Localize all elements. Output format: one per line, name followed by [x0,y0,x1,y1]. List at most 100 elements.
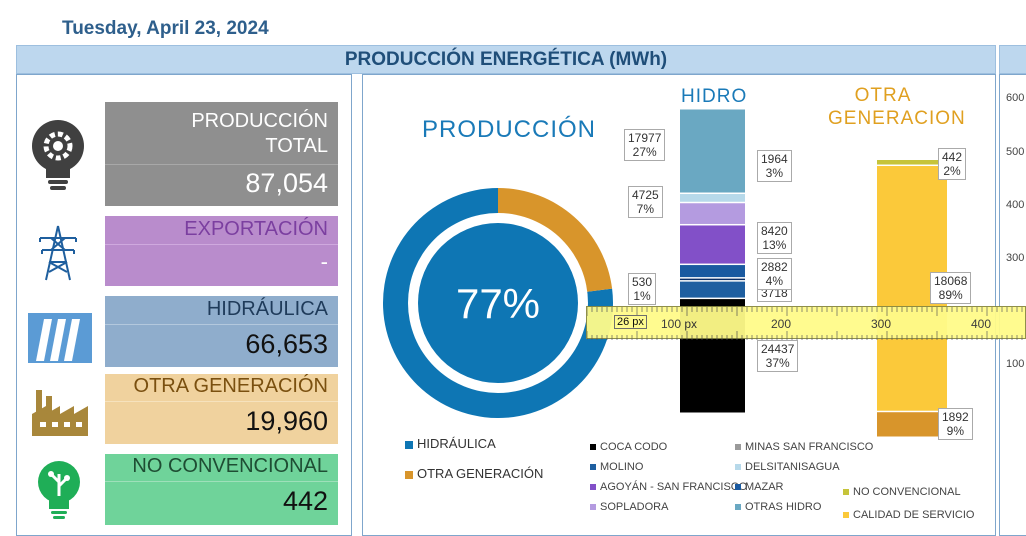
bar-data-label: 18068 89% [930,272,972,304]
bar-segment-mazar [680,265,745,278]
bar-data-pct: 2% [943,164,961,178]
legend-label: HIDRÁULICA [417,436,496,451]
banner-title: PRODUCCIÓN ENERGÉTICA (MWh) [16,45,996,74]
legend-item: AGOYÁN - SAN FRANCISCO [590,481,747,493]
donut-legend-otra: OTRA GENERACIÓN [405,466,543,481]
card-hidraulica-label: HIDRÁULICA [206,298,328,320]
legend-swatch [735,484,741,491]
legend-swatch [590,504,596,511]
card-otra-label: OTRA GENERACIÓN [133,375,328,397]
bar-data-value: 2882 [761,260,788,274]
donut-title: PRODUCCIÓN [422,116,597,143]
legend-item: MAZAR [735,481,784,493]
legend-swatch [590,444,596,451]
bar-data-value: 442 [942,150,963,164]
bar-data-label: 1892 9% [938,408,973,440]
bar-data-pct: 37% [765,356,790,370]
ruler-readout: 26 px [614,315,647,329]
bar-segment-agoy-n-san-francisco [680,225,745,264]
bar-data-value: 530 [632,275,653,289]
ruler-tick-label: 200 [771,317,792,331]
legend-item: DELSITANISAGUA [735,461,840,473]
card-export-label: EXPORTACIÓN [184,218,328,240]
legend-label: MINAS SAN FRANCISCO [745,441,874,453]
card-noconv-value: 442 [282,486,328,516]
bar-data-pct: 3% [765,166,784,180]
bar-segment-no-convencional [877,160,947,165]
card-noconv: NO CONVENCIONAL 442 [105,454,338,525]
bar-data-label: 17977 27% [624,129,666,161]
banner-right [999,45,1026,74]
legend-swatch [590,484,596,491]
bar-data-pct: 1% [633,289,651,303]
legend-label: OTRA GENERACIÓN [417,466,544,481]
factory-icon [32,390,88,436]
legend-swatch [405,470,413,479]
bar-data-value: 17977 [628,131,662,145]
bar-data-pct: 4% [765,274,784,288]
measuring-ruler[interactable]: 26 px 100 px 200 300 400 [586,306,1026,340]
bar-data-label: 24437 37% [757,340,799,372]
legend-swatch [843,489,849,496]
legend-label: MAZAR [745,481,784,493]
bar-data-label: 442 2% [938,148,967,180]
legend-swatch [735,504,741,511]
gear-bulb-icon [32,120,84,190]
donut-chart: 77% [383,188,613,418]
legend-label: DELSITANISAGUA [745,461,840,473]
legend-item: SOPLADORA [590,501,668,513]
bar-data-value: 18068 [934,274,968,288]
card-export: EXPORTACIÓN - [105,216,338,286]
donut-center-label: 77% [456,280,540,327]
bar-segment-molino [680,281,745,298]
card-otra-value: 19,960 [245,406,328,436]
legend-item: NO CONVENCIONAL [843,486,961,498]
legend-item: MINAS SAN FRANCISCO [735,441,873,453]
bar-data-label: 8420 13% [757,222,792,254]
y-tick: 100 [1006,358,1025,370]
bar-segment-minas-san-francisco [680,278,745,281]
card-hidraulica-value: 66,653 [245,329,328,359]
card-export-value: - [320,249,328,274]
bar-data-label: 1964 3% [757,150,792,182]
legend-label: MOLINO [600,461,644,473]
legend-label: CALIDAD DE SERVICIO [853,509,975,521]
bar-data-label: 2882 4% [757,258,792,290]
bar-data-pct: 9% [946,424,965,438]
bar-data-value: 1892 [942,410,969,424]
dam-icon [28,313,92,363]
legend-swatch [843,512,849,519]
bar-data-value: 8420 [761,224,788,238]
card-total-value: 87,054 [245,168,328,198]
bar-segment-otras-hidro [680,109,745,193]
legend-label: SOPLADORA [600,501,669,513]
ruler-tick-label: 300 [871,317,892,331]
bar-data-label: 4725 7% [628,186,663,218]
bar-data-value: 24437 [761,342,795,356]
hidro-title: HIDRO [681,86,748,107]
card-noconv-label: NO CONVENCIONAL [132,455,328,477]
card-hidraulica: HIDRÁULICA 66,653 [105,296,338,367]
legend-label: OTRAS HIDRO [745,501,822,513]
ruler-tick-label: 400 [971,317,992,331]
legend-item: MOLINO [590,461,643,473]
y-tick: 300 [1006,252,1025,264]
card-total-label1: PRODUCCIÓN [191,110,328,132]
otra-title: OTRA GENERACION [828,85,966,129]
y-tick: 400 [1006,199,1025,211]
transmission-tower-icon [39,225,77,281]
ruler-ticks [587,307,1023,340]
eco-bulb-icon [38,461,80,519]
bar-data-value: 4725 [632,188,659,202]
y-tick: 500 [1006,146,1025,158]
bar-data-pct: 13% [762,238,787,252]
bar-data-pct: 7% [636,202,655,216]
bar-data-pct: 89% [938,288,963,302]
bar-segment-delsitanisagua [680,194,745,202]
date-header: Tuesday, April 23, 2024 [62,18,269,39]
bar-data-label: 530 1% [628,273,657,305]
legend-item: OTRAS HIDRO [735,501,821,513]
legend-item: CALIDAD DE SERVICIO [843,509,974,521]
legend-item: COCA CODO [590,441,667,453]
legend-swatch [590,464,596,471]
